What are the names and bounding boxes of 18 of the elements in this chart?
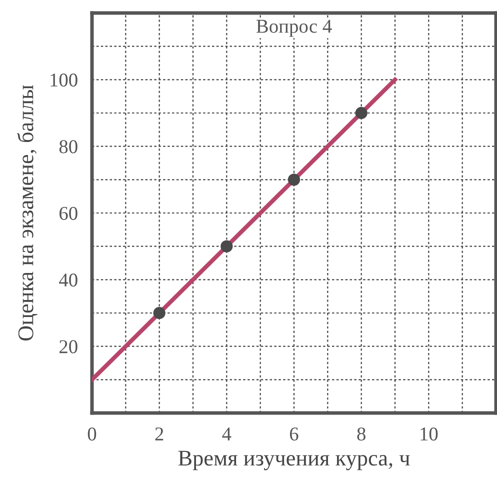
y-tick-label: 80 [59,140,78,154]
point [220,240,233,252]
x-tick-label: 0 [88,427,96,441]
point [355,106,368,120]
y-axis-title: Оценка на экзамене, баллы [17,85,38,341]
y-tick-label: 40 [59,273,78,287]
x-tick-label: 8 [357,427,366,441]
x-tick-label: 6 [290,428,298,441]
y-tick-label: 60 [60,206,78,220]
x-tick-label: 2 [155,428,164,440]
x-axis-title: Время изучения курса, ч [178,450,410,470]
y-tick-label: 20 [60,340,78,354]
x-tick-label: 10 [420,427,438,441]
point [288,174,300,186]
x-tick-label: 4 [222,428,232,440]
y-tick-label: 100 [50,73,78,87]
chart-title: Вопрос 4 [256,20,332,37]
point [153,306,166,320]
